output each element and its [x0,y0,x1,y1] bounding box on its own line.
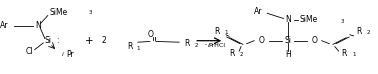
Text: R: R [342,49,347,58]
Text: +: + [85,36,93,46]
Text: 1: 1 [224,30,228,35]
Text: 2: 2 [102,36,107,45]
Text: H: H [285,50,291,59]
Text: Si: Si [44,36,51,45]
Text: :: : [56,36,59,45]
Text: O: O [311,36,317,45]
Text: SiMe: SiMe [299,15,318,24]
Text: 2: 2 [239,52,243,57]
Text: SiMe: SiMe [50,8,68,17]
Text: R: R [214,27,219,36]
Text: Cl: Cl [25,47,33,56]
Text: 1: 1 [352,52,355,57]
Text: O: O [259,36,265,45]
Text: R: R [184,39,189,48]
Text: 3: 3 [341,19,344,24]
Text: R: R [229,49,234,58]
Text: i: i [62,52,64,57]
Text: 3: 3 [89,10,93,15]
Text: R: R [128,42,133,51]
Text: N: N [36,21,41,30]
Text: 1: 1 [136,46,139,51]
Text: PrHCl: PrHCl [208,43,225,48]
Text: Pr: Pr [67,50,74,59]
Text: Si: Si [285,36,291,45]
Text: i: i [208,43,210,48]
Text: 2: 2 [194,43,198,48]
Text: R: R [356,27,362,36]
Text: Ar: Ar [0,21,9,30]
Text: O: O [148,30,154,39]
Text: N: N [285,15,291,24]
Text: Ar: Ar [254,7,262,16]
Text: 2: 2 [367,30,370,35]
Text: -: - [204,42,206,47]
